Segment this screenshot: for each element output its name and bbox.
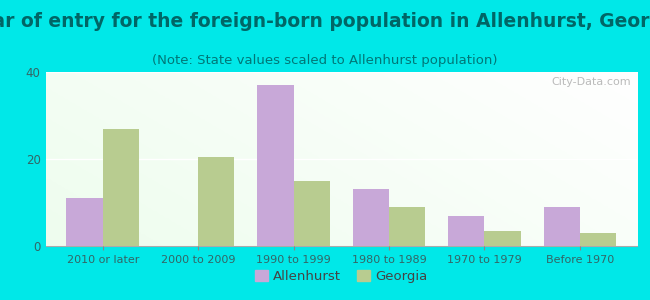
Legend: Allenhurst, Georgia: Allenhurst, Georgia <box>250 265 433 288</box>
Bar <box>257 85 294 246</box>
Bar <box>580 233 616 246</box>
Bar <box>103 128 139 246</box>
Bar <box>448 215 484 246</box>
Bar <box>198 157 235 246</box>
Text: City-Data.com: City-Data.com <box>551 77 631 87</box>
Bar <box>353 190 389 246</box>
Text: (Note: State values scaled to Allenhurst population): (Note: State values scaled to Allenhurst… <box>152 54 498 67</box>
Bar <box>543 207 580 246</box>
Text: Year of entry for the foreign-born population in Allenhurst, Georgia: Year of entry for the foreign-born popul… <box>0 12 650 31</box>
Bar <box>484 231 521 246</box>
Bar <box>66 198 103 246</box>
Bar <box>389 207 425 246</box>
Bar <box>294 181 330 246</box>
